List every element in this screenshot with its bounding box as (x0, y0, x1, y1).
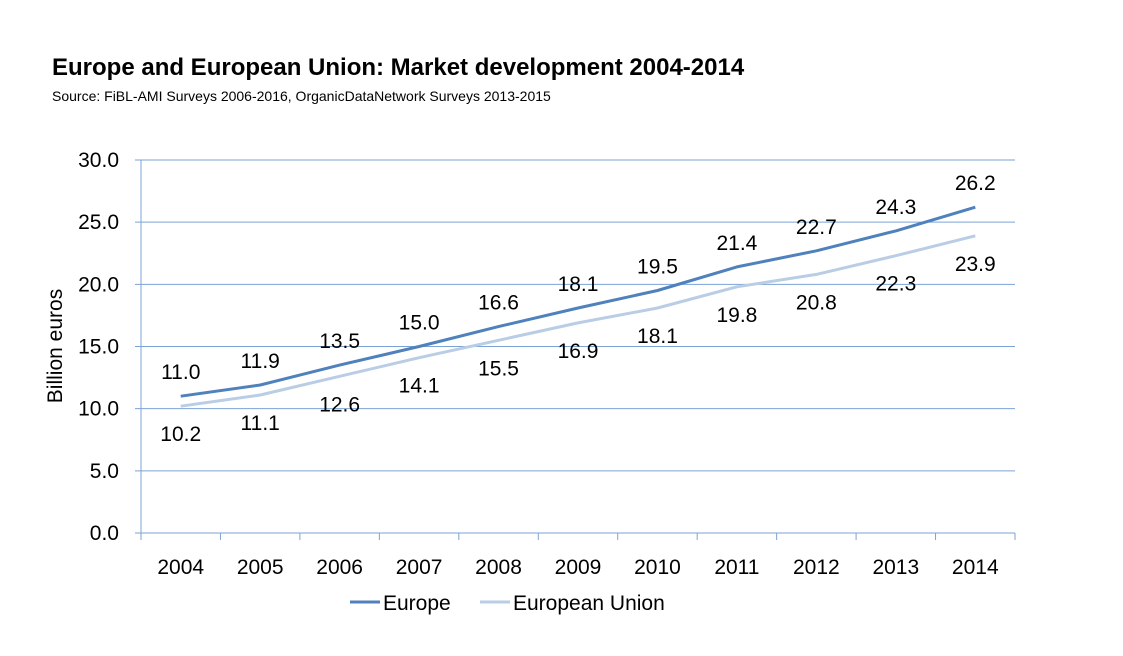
data-label: 20.8 (796, 291, 837, 314)
data-label: 26.2 (955, 172, 996, 195)
series-line-european-union (180, 234, 976, 408)
x-tick-label: 2012 (793, 556, 840, 579)
legend-label: Europe (383, 592, 451, 615)
data-label: 18.1 (637, 325, 678, 348)
data-label: 12.6 (319, 393, 360, 416)
data-label: 11.9 (241, 350, 280, 373)
x-tick-label: 2011 (714, 556, 759, 579)
data-label: 24.3 (875, 196, 916, 219)
data-label: 19.5 (637, 256, 678, 279)
chart-title: Europe and European Union: Market develo… (52, 54, 745, 81)
data-label: 16.6 (478, 292, 519, 315)
data-label: 21.4 (716, 232, 757, 255)
y-tick-label: 20.0 (78, 273, 119, 296)
y-axis-title: Billion euros (44, 289, 67, 403)
x-tick-label: 2005 (237, 556, 284, 579)
data-label: 10.2 (160, 423, 201, 446)
x-tick-label: 2007 (396, 556, 443, 579)
x-tick-label: 2010 (634, 556, 681, 579)
data-label: 18.1 (558, 273, 599, 296)
series-line-europe (180, 205, 976, 398)
data-label: 11.1 (241, 412, 280, 435)
y-tick-label: 15.0 (78, 336, 119, 359)
y-tick-label: 25.0 (78, 211, 119, 234)
data-label: 19.8 (716, 304, 757, 327)
chart-subtitle: Source: FiBL-AMI Surveys 2006-2016, Orga… (52, 88, 551, 104)
data-label: 15.0 (399, 312, 440, 335)
data-label: 16.9 (558, 340, 599, 363)
legend-label: European Union (513, 592, 665, 615)
data-label: 13.5 (319, 330, 360, 353)
series-lines (180, 205, 976, 408)
data-label: 22.7 (796, 216, 837, 239)
data-label: 11.0 (161, 361, 200, 384)
x-axis: 2004 2005 2006 2007 2008 2009 2010 2011 2012 2013… (140, 533, 1016, 579)
data-label: 15.5 (478, 357, 519, 380)
data-label: 22.3 (875, 273, 916, 296)
y-axis: 0.0 5.0 10.0 15.0 20.0 25.0 30.0 (78, 149, 142, 545)
x-tick-label: 2013 (872, 556, 919, 579)
y-tick-label: 10.0 (78, 398, 119, 421)
data-label: 14.1 (399, 375, 440, 398)
legend: Europe European Union (350, 592, 665, 615)
gridlines (135, 159, 1015, 534)
x-tick-label: 2004 (157, 556, 204, 579)
x-tick-label: 2014 (952, 556, 999, 579)
x-tick-label: 2009 (555, 556, 602, 579)
y-tick-label: 30.0 (78, 149, 119, 172)
y-tick-label: 5.0 (90, 460, 119, 483)
y-tick-label: 0.0 (90, 522, 119, 545)
data-labels: 11.0 11.9 13.5 15.0 16.6 18.1 19.5 21.4 22.7 24.3… (160, 172, 995, 446)
x-tick-label: 2006 (316, 556, 363, 579)
data-label: 23.9 (955, 253, 996, 276)
x-tick-label: 2008 (475, 556, 522, 579)
